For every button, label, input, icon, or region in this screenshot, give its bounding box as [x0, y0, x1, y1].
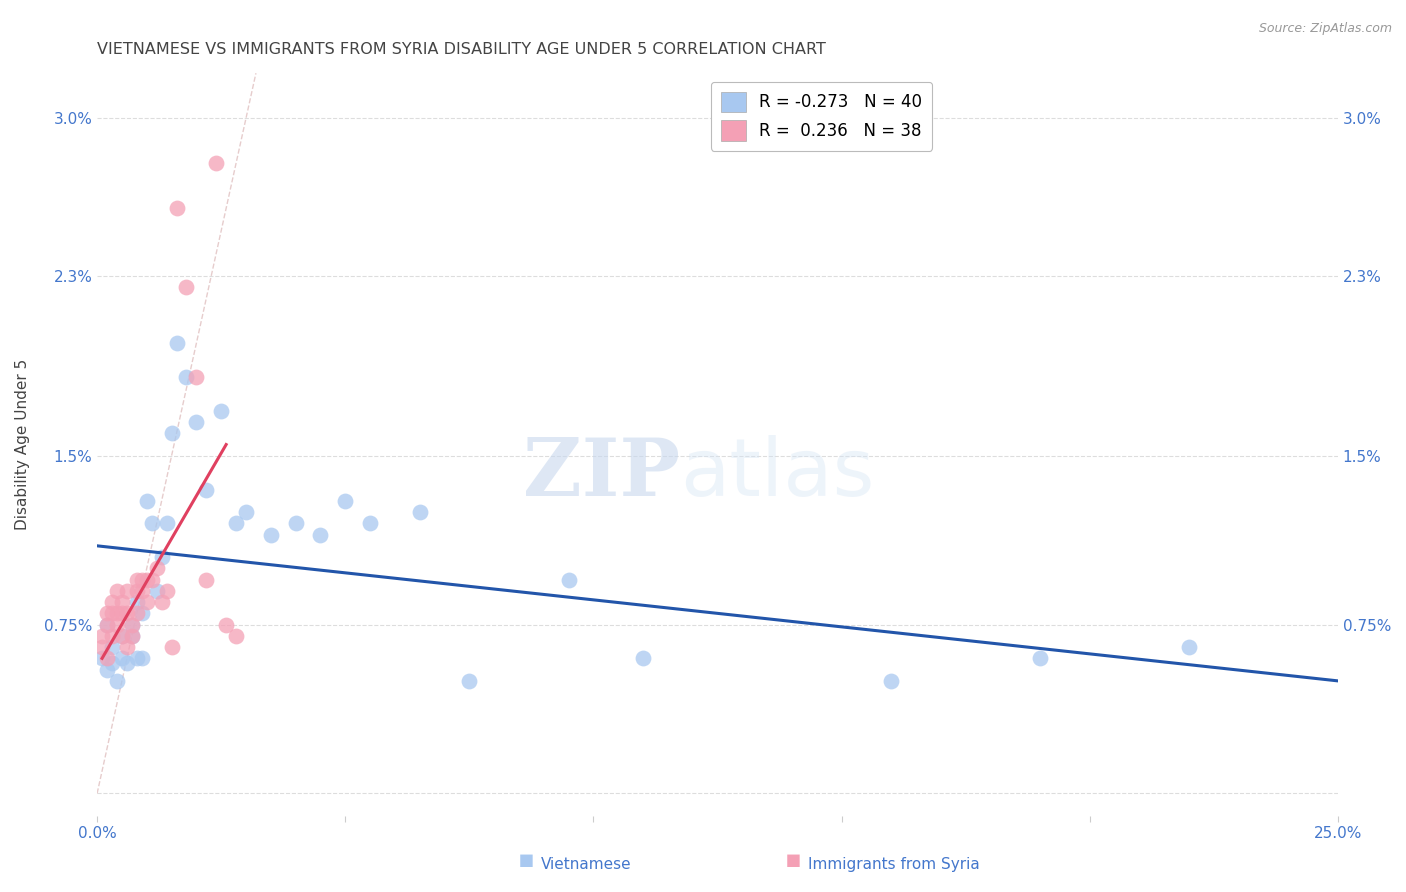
Point [125, 651, 148, 665]
Point [131, 607, 153, 621]
Y-axis label: Disability Age Under 5: Disability Age Under 5 [15, 359, 30, 530]
Point [155, 583, 177, 598]
Point [125, 573, 148, 587]
Point [91, 640, 114, 654]
Point [135, 573, 157, 587]
Point [155, 516, 177, 531]
Point [880, 673, 903, 688]
Point [111, 651, 134, 665]
Point [145, 561, 167, 575]
Point [225, 516, 247, 531]
Point [115, 656, 138, 670]
Legend: R = -0.273   N = 40, R =  0.236   N = 38: R = -0.273 N = 40, R = 0.236 N = 38 [711, 81, 932, 151]
Point [631, 651, 654, 665]
Point [125, 583, 148, 598]
Point [135, 595, 157, 609]
Point [96, 617, 118, 632]
Point [135, 493, 157, 508]
Point [131, 651, 153, 665]
Point [91, 629, 114, 643]
Text: ▪: ▪ [517, 848, 534, 872]
Point [309, 527, 332, 541]
Point [105, 607, 128, 621]
Point [209, 404, 232, 418]
Point [105, 617, 128, 632]
Point [111, 595, 134, 609]
Point [145, 583, 167, 598]
Point [160, 426, 183, 441]
Point [160, 640, 183, 654]
Point [111, 629, 134, 643]
Point [195, 573, 218, 587]
Text: ZIP: ZIP [523, 435, 681, 513]
Point [125, 607, 148, 621]
Point [121, 629, 143, 643]
Point [96, 663, 118, 677]
Point [121, 617, 143, 632]
Point [186, 370, 208, 384]
Point [359, 516, 381, 531]
Point [458, 673, 481, 688]
Text: atlas: atlas [681, 435, 875, 513]
Point [176, 280, 198, 294]
Text: Immigrants from Syria: Immigrants from Syria [808, 857, 980, 872]
Text: Vietnamese: Vietnamese [541, 857, 631, 872]
Point [101, 629, 124, 643]
Point [131, 573, 153, 587]
Point [101, 595, 124, 609]
Point [101, 640, 124, 654]
Point [96, 617, 118, 632]
Point [141, 573, 163, 587]
Text: ▪: ▪ [785, 848, 801, 872]
Point [166, 201, 188, 215]
Point [150, 595, 173, 609]
Point [101, 607, 124, 621]
Text: Source: ZipAtlas.com: Source: ZipAtlas.com [1258, 22, 1392, 36]
Point [260, 527, 283, 541]
Point [335, 493, 357, 508]
Point [205, 156, 228, 170]
Point [111, 629, 134, 643]
Point [195, 483, 218, 497]
Point [225, 629, 247, 643]
Point [91, 651, 114, 665]
Point [111, 607, 134, 621]
Text: VIETNAMESE VS IMMIGRANTS FROM SYRIA DISABILITY AGE UNDER 5 CORRELATION CHART: VIETNAMESE VS IMMIGRANTS FROM SYRIA DISA… [97, 42, 825, 57]
Point [115, 640, 138, 654]
Point [105, 583, 128, 598]
Point [1178, 640, 1201, 654]
Point [166, 336, 188, 351]
Point [557, 573, 579, 587]
Point [176, 370, 198, 384]
Point [150, 550, 173, 565]
Point [96, 651, 118, 665]
Point [141, 516, 163, 531]
Point [121, 617, 143, 632]
Point [96, 607, 118, 621]
Point [121, 629, 143, 643]
Point [284, 516, 307, 531]
Point [101, 656, 124, 670]
Point [186, 415, 208, 429]
Point [131, 583, 153, 598]
Point [115, 583, 138, 598]
Point [409, 505, 432, 519]
Point [115, 607, 138, 621]
Point [105, 673, 128, 688]
Point [125, 595, 148, 609]
Point [235, 505, 257, 519]
Point [215, 617, 238, 632]
Point [1029, 651, 1052, 665]
